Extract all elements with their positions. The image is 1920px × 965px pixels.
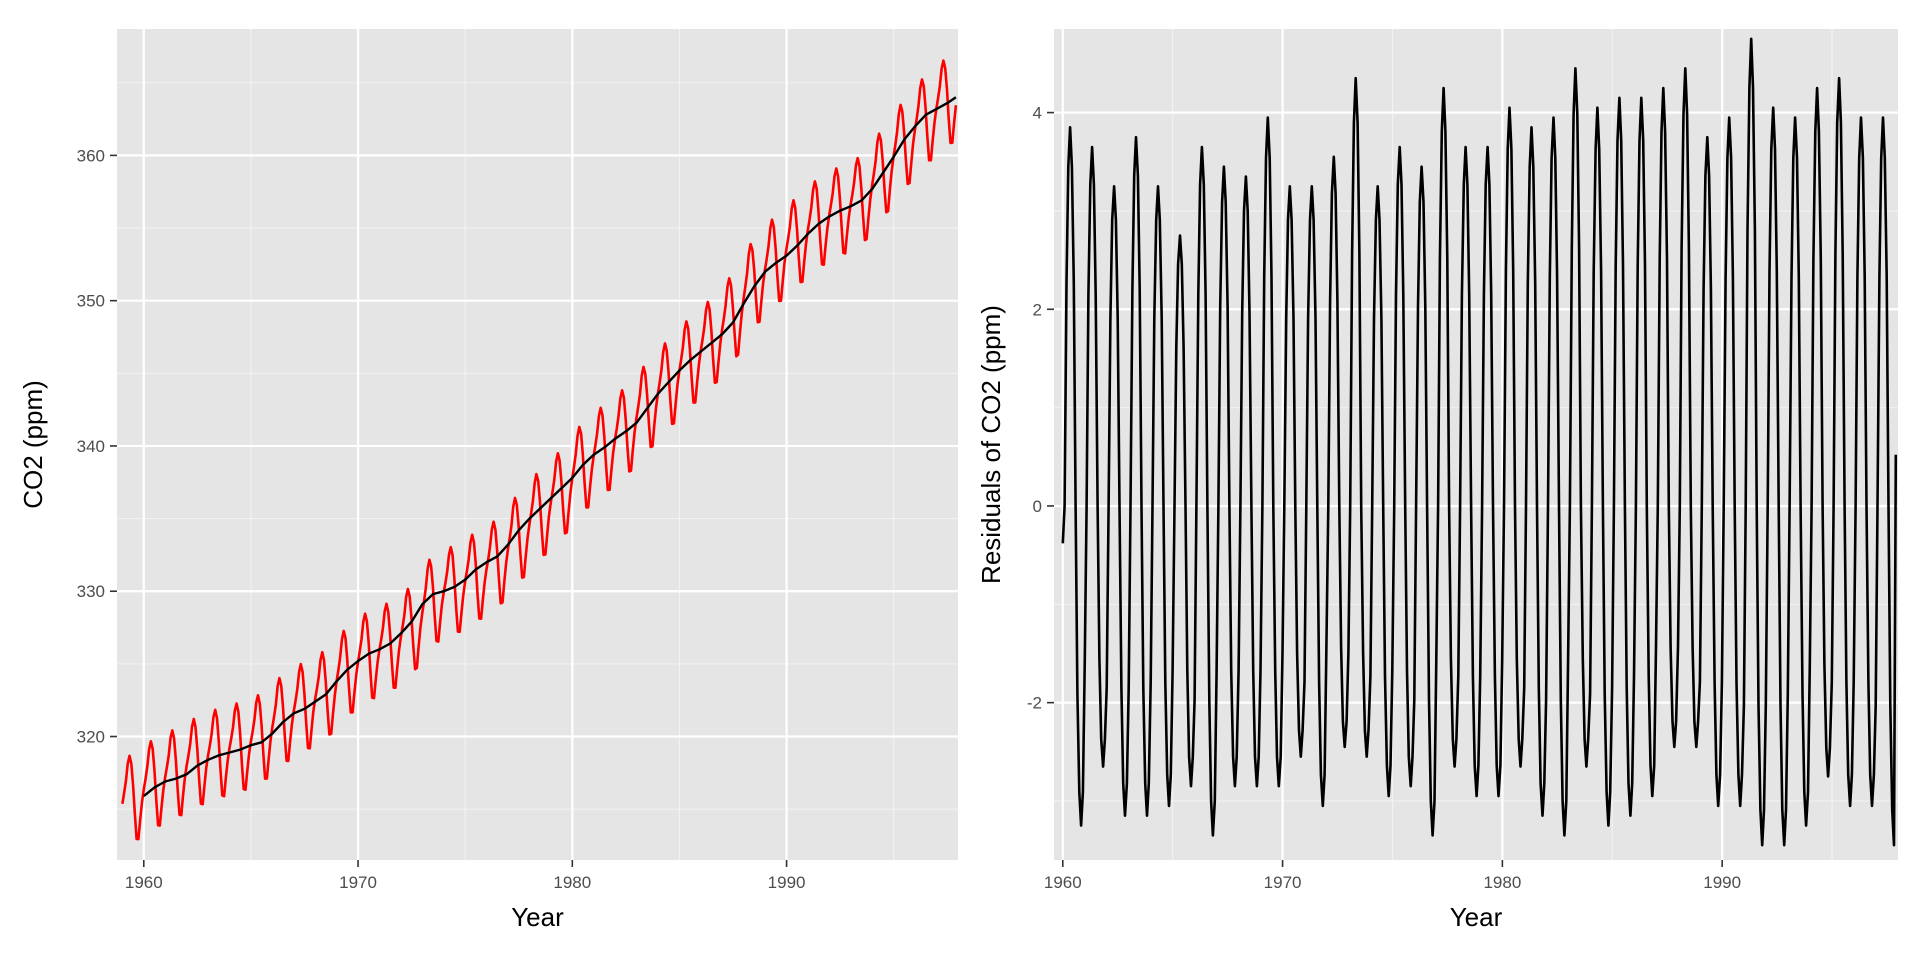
x-tick-label: 1990 — [768, 873, 806, 892]
y-tick-label: 4 — [1033, 104, 1042, 123]
y-tick-label: 340 — [77, 437, 105, 456]
x-tick-label: 1980 — [553, 873, 591, 892]
residual-series-line — [1061, 37, 1898, 847]
y-axis-title: Residuals of CO2 (ppm) — [976, 305, 1006, 584]
y-tick-label: 320 — [77, 728, 105, 747]
x-axis-title: Year — [1450, 902, 1503, 932]
x-tick-label: 1960 — [125, 873, 163, 892]
panel-2: 1960 1970 1980 1990 -2 0 2 4 Year Residuals of CO… — [976, 29, 1898, 932]
y-tick-label: 330 — [77, 582, 105, 601]
x-tick-label: 1990 — [1703, 873, 1741, 892]
plot-panel-background — [117, 29, 958, 860]
y-tick-label: 2 — [1033, 300, 1042, 319]
y-tick-label: 360 — [77, 146, 105, 165]
y-axis-title: CO2 (ppm) — [18, 380, 48, 509]
gridlines — [117, 29, 958, 860]
x-tick-label: 1970 — [339, 873, 377, 892]
x-tick-label: 1980 — [1483, 873, 1521, 892]
panel-1: 1960 1970 1980 1990 320 330 340 350 360 Year CO2 (… — [18, 29, 958, 932]
co2-observed-series-line — [121, 59, 958, 841]
x-tick-label: 1960 — [1044, 873, 1082, 892]
x-tick-label: 1970 — [1264, 873, 1302, 892]
x-axis-title: Year — [511, 902, 564, 932]
y-tick-label: 350 — [77, 292, 105, 311]
co2-trend-series-line — [143, 96, 957, 798]
y-tick-label: -2 — [1027, 694, 1042, 713]
y-tick-label: 0 — [1033, 497, 1042, 516]
